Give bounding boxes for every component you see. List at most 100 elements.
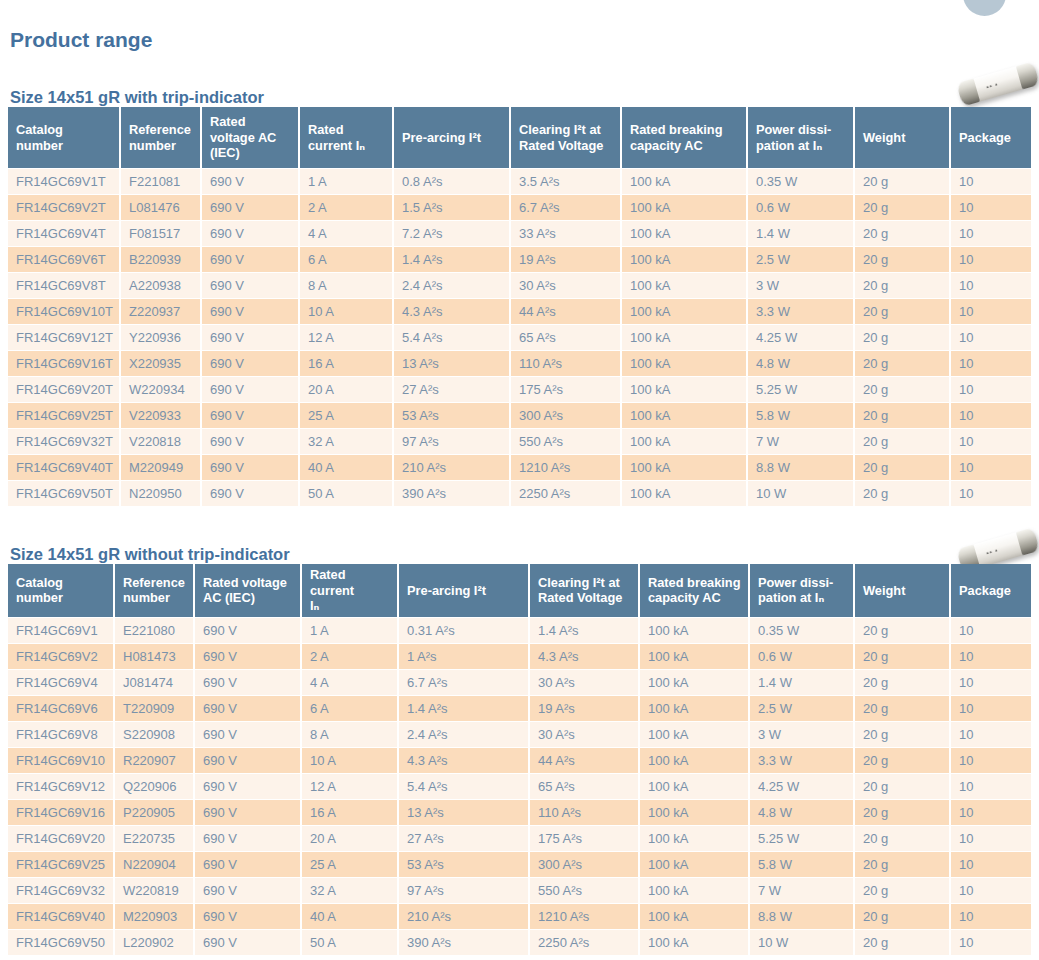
column-header: Catalog number — [8, 564, 115, 618]
fuse-marking: ▪▪ ▪ — [986, 547, 999, 556]
section-title-without-trip-indicator: Size 14x51 gR without trip-indicator — [10, 545, 290, 564]
table-cell: 690 V — [195, 878, 302, 904]
table-cell: 10 — [951, 377, 1031, 403]
table-cell: 6.7 A²s — [399, 670, 530, 696]
table-cell: FR14GC69V10 — [8, 748, 115, 774]
table-cell: 4.8 W — [748, 351, 855, 377]
table-cell: 100 kA — [640, 904, 750, 930]
table-cell: 2.4 A²s — [399, 722, 530, 748]
table-row: FR14GC69V20E220735690 V20 A27 A²s175 A²s… — [8, 826, 1031, 852]
table-row: FR14GC69V40TM220949690 V40 A210 A²s1210 … — [8, 455, 1031, 481]
table-cell: 30 A²s — [530, 722, 640, 748]
table-cell: 300 A²s — [511, 403, 622, 429]
table-cell: 10 — [951, 221, 1031, 247]
table-cell: 10 A — [302, 748, 399, 774]
table-cell: R220907 — [115, 748, 195, 774]
table-cell: 390 A²s — [394, 481, 511, 507]
table-cell: 100 kA — [622, 403, 748, 429]
table-cell: 1.4 A²s — [399, 696, 530, 722]
table-cell: 1210 A²s — [511, 455, 622, 481]
table-cell: E221080 — [115, 618, 195, 644]
table-cell: 25 A — [302, 852, 399, 878]
table-cell: 100 kA — [622, 273, 748, 299]
table-cell: 100 kA — [640, 722, 750, 748]
table-cell: V220818 — [121, 429, 202, 455]
table-cell: 20 A — [302, 826, 399, 852]
table-cell: 97 A²s — [399, 878, 530, 904]
table-cell: 10 A — [300, 299, 394, 325]
page-title: Product range — [10, 28, 152, 52]
table-cell: 40 A — [302, 904, 399, 930]
table-cell: 10 — [951, 455, 1031, 481]
table-row: FR14GC69V25TV220933690 V25 A53 A²s300 A²… — [8, 403, 1031, 429]
table-cell: 16 A — [302, 800, 399, 826]
table-cell: 20 A — [300, 377, 394, 403]
table-cell: 30 A²s — [530, 670, 640, 696]
table-cell: 690 V — [195, 774, 302, 800]
table-cell: 690 V — [202, 247, 300, 273]
table-cell: 3.3 W — [750, 748, 855, 774]
table-cell: 2 A — [302, 644, 399, 670]
table-cell: 300 A²s — [530, 852, 640, 878]
table-cell: 690 V — [202, 403, 300, 429]
table-cell: 2250 A²s — [530, 930, 640, 956]
table-cell: 5.25 W — [748, 377, 855, 403]
table-cell: 20 g — [855, 481, 951, 507]
column-header: Clearing I²t at Rated Voltage — [511, 107, 622, 169]
table-cell: F221081 — [121, 169, 202, 195]
table-cell: FR14GC69V12 — [8, 774, 115, 800]
table-cell: FR14GC69V1 — [8, 618, 115, 644]
table-cell: E220735 — [115, 826, 195, 852]
table-cell: FR14GC69V25 — [8, 852, 115, 878]
table-cell: 690 V — [202, 377, 300, 403]
table-row: FR14GC69V1E221080690 V1 A0.31 A²s1.4 A²s… — [8, 618, 1031, 644]
column-header: Rated current Iₙ — [300, 107, 394, 169]
table-cell: J081474 — [115, 670, 195, 696]
table-cell: 2.5 W — [750, 696, 855, 722]
table-without-trip-indicator: Catalog numberReference numberRated volt… — [8, 564, 1031, 956]
table-cell: B220939 — [121, 247, 202, 273]
table-cell: 690 V — [195, 904, 302, 930]
table-cell: 10 — [951, 774, 1031, 800]
table-cell: N220904 — [115, 852, 195, 878]
table-row: FR14GC69V40M220903690 V40 A210 A²s1210 A… — [8, 904, 1031, 930]
column-header: Weight — [855, 107, 951, 169]
table-cell: 100 kA — [622, 351, 748, 377]
table-cell: 110 A²s — [511, 351, 622, 377]
table-cell: 20 g — [855, 429, 951, 455]
table-cell: 20 g — [855, 696, 951, 722]
table-cell: 10 — [951, 696, 1031, 722]
table-cell: 1.4 W — [748, 221, 855, 247]
table-cell: FR14GC69V40 — [8, 904, 115, 930]
table-cell: 2250 A²s — [511, 481, 622, 507]
table-cell: 550 A²s — [511, 429, 622, 455]
column-header: Rated voltage AC (IEC) — [202, 107, 300, 169]
table-row: FR14GC69V16P220905690 V16 A13 A²s110 A²s… — [8, 800, 1031, 826]
table-cell: FR14GC69V1T — [8, 169, 121, 195]
table-cell: 110 A²s — [530, 800, 640, 826]
table-row: FR14GC69V16TX220935690 V16 A13 A²s110 A²… — [8, 351, 1031, 377]
table-cell: 100 kA — [640, 644, 750, 670]
table-cell: 20 g — [855, 403, 951, 429]
table-cell: 690 V — [195, 618, 302, 644]
table-cell: FR14GC69V2T — [8, 195, 121, 221]
table-row: FR14GC69V12TY220936690 V12 A5.4 A²s65 A²… — [8, 325, 1031, 351]
fuse-marking: ▪▪ ▪ — [986, 81, 999, 90]
table-cell: 690 V — [202, 299, 300, 325]
table-cell: 27 A²s — [399, 826, 530, 852]
decorative-circle — [963, 0, 1006, 16]
table-body: FR14GC69V1TF221081690 V1 A0.8 A²s3.5 A²s… — [8, 169, 1031, 507]
table-cell: 19 A²s — [511, 247, 622, 273]
table-cell: 12 A — [300, 325, 394, 351]
table-cell: 1210 A²s — [530, 904, 640, 930]
table-cell: S220908 — [115, 722, 195, 748]
table-cell: 1 A — [300, 169, 394, 195]
table-header: Catalog numberReference numberRated volt… — [8, 564, 1031, 618]
table-cell: 44 A²s — [511, 299, 622, 325]
table-cell: 20 g — [855, 878, 951, 904]
table-cell: FR14GC69V4T — [8, 221, 121, 247]
table-cell: FR14GC69V8T — [8, 273, 121, 299]
table-cell: 20 g — [855, 670, 951, 696]
table-row: FR14GC69V1TF221081690 V1 A0.8 A²s3.5 A²s… — [8, 169, 1031, 195]
table-cell: 7 W — [750, 878, 855, 904]
